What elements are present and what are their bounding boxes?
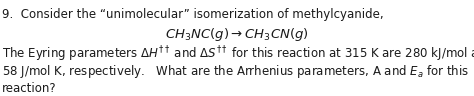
Text: $\mathit{CH_3NC(g) \rightarrow CH_3CN(g)}$: $\mathit{CH_3NC(g) \rightarrow CH_3CN(g)…	[165, 26, 309, 43]
Text: The Eyring parameters $\Delta H^{\dagger\dagger}$ and $\Delta S^{\dagger\dagger}: The Eyring parameters $\Delta H^{\dagger…	[2, 44, 474, 64]
Text: 9.  Consider the “unimolecular” isomerization of methylcyanide,: 9. Consider the “unimolecular” isomeriza…	[2, 8, 383, 21]
Text: reaction?: reaction?	[2, 82, 56, 95]
Text: 58 J/mol K, respectively.   What are the Arrhenius parameters, A and $E_a$ for t: 58 J/mol K, respectively. What are the A…	[2, 63, 469, 80]
